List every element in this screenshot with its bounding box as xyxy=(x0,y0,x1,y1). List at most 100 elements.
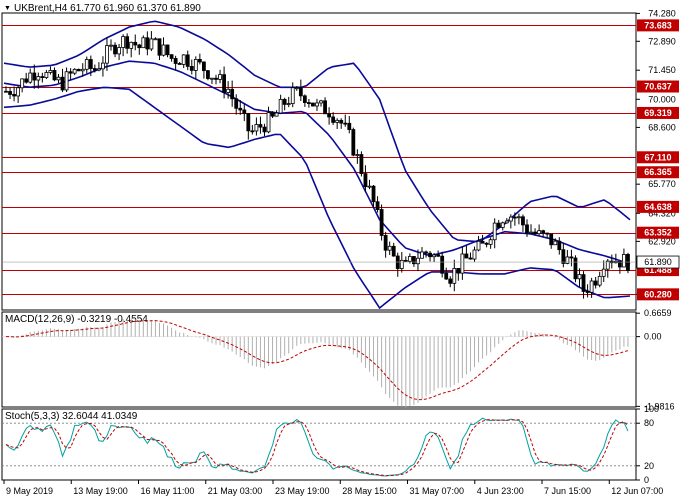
candle-body xyxy=(222,74,226,93)
level-badge-label: 60.280 xyxy=(644,289,672,299)
candle-body xyxy=(153,38,158,41)
candle-body xyxy=(561,249,566,264)
candle-body xyxy=(298,87,303,97)
candle-body xyxy=(626,254,630,271)
candle-body xyxy=(428,252,432,258)
candle-body xyxy=(573,257,578,280)
candle-body xyxy=(480,240,485,244)
level-badge xyxy=(637,151,679,164)
candle-body xyxy=(242,109,247,115)
candle-body xyxy=(181,54,186,65)
level-badge-label: 64.638 xyxy=(644,202,672,212)
candle-body xyxy=(508,216,513,222)
candle-body xyxy=(40,76,45,78)
time-tick-label: 7 Jun 15:00 xyxy=(544,486,591,496)
candle-body xyxy=(601,268,606,277)
candle-body xyxy=(557,240,562,251)
stoch-label: Stoch(5,3,3) 32.6044 41.0349 xyxy=(5,411,138,422)
candle-body xyxy=(371,185,376,203)
candle-body xyxy=(545,232,550,235)
candle-body xyxy=(214,77,218,80)
support-resistance-levels xyxy=(2,25,636,295)
level-badge xyxy=(637,80,679,93)
candle-body xyxy=(399,259,404,269)
price-tick-label: 65.770 xyxy=(648,179,676,189)
candle-body xyxy=(197,59,202,63)
price-tick-label: 70.000 xyxy=(648,94,676,104)
candle-body xyxy=(504,220,509,224)
candle-body xyxy=(16,87,21,97)
candle-body xyxy=(76,68,81,72)
candle-body xyxy=(28,72,33,83)
candle-body xyxy=(266,112,271,133)
candle-body xyxy=(407,256,412,262)
candle-body xyxy=(311,102,315,107)
bollinger-upper-line xyxy=(3,20,631,243)
stoch-panel-frame xyxy=(1,408,637,481)
candle-body xyxy=(105,45,109,64)
price-tick-label: 62.920 xyxy=(648,236,676,246)
candle-body xyxy=(189,65,194,71)
candle-body xyxy=(290,87,295,104)
candle-body xyxy=(286,103,291,105)
candle-body xyxy=(452,268,457,284)
candle-body xyxy=(218,74,222,80)
candle-body xyxy=(32,72,37,81)
candle-body xyxy=(68,71,73,74)
candle-body xyxy=(440,255,445,274)
candle-body xyxy=(36,76,41,81)
candle-body xyxy=(12,94,16,97)
candle-body xyxy=(133,41,138,46)
candle-body xyxy=(331,116,336,123)
candle-body xyxy=(391,245,396,257)
candle-body xyxy=(315,102,319,107)
candle-body xyxy=(464,253,469,259)
candle-body xyxy=(553,240,558,246)
macd-panel-frame xyxy=(1,311,637,408)
candle-body xyxy=(589,280,594,293)
time-axis: 9 May 2019 13 May 19:00 16 May 11:00 21 May… xyxy=(3,480,663,496)
candle-body xyxy=(193,59,198,71)
candle-body xyxy=(4,90,8,93)
candle-body xyxy=(537,230,542,235)
price-tick-label: 64.320 xyxy=(648,208,676,218)
candle-body xyxy=(577,274,582,280)
level-badge xyxy=(637,200,679,213)
dropdown-arrow-icon[interactable]: ▼ xyxy=(4,5,11,12)
candle-body xyxy=(533,231,537,235)
candle-body xyxy=(412,256,416,265)
candle-body xyxy=(460,253,465,274)
candle-body xyxy=(379,209,384,236)
macd-tick-label: 0.00 xyxy=(644,332,662,342)
candle-body xyxy=(622,254,626,268)
bollinger-lower-line xyxy=(3,86,631,310)
candle-body xyxy=(363,173,368,188)
time-tick-label: 4 Jun 23:00 xyxy=(477,486,524,496)
candle-body xyxy=(420,251,424,259)
price-tick-label: 74.280 xyxy=(648,8,676,18)
candle-body xyxy=(327,113,331,118)
candle-body xyxy=(80,68,85,72)
candle-body xyxy=(323,100,327,115)
candle-body xyxy=(565,256,570,264)
candle-body xyxy=(64,71,69,91)
macd-label: MACD(12,26,9) -0.3219 -0.4554 xyxy=(5,314,148,325)
candle-body xyxy=(278,98,283,114)
level-badge xyxy=(637,226,679,239)
candle-body xyxy=(375,201,380,210)
price-axis: 74.280 72.890 71.450 70.000 68.600 65.770 64.3… xyxy=(2,8,680,485)
level-badge-label: 70.637 xyxy=(644,82,672,92)
level-badge-label: 69.319 xyxy=(644,108,672,118)
level-badge xyxy=(637,288,679,301)
candle-body xyxy=(230,88,235,100)
candle-body xyxy=(302,95,307,103)
candle-body xyxy=(149,38,154,50)
candle-body xyxy=(44,72,49,78)
symbol-header: UKBrent,H4 61.770 61.960 61.370 61.890 xyxy=(14,3,201,14)
candle-body xyxy=(101,62,105,70)
candle-body xyxy=(96,68,101,71)
time-tick-label: 13 May 19:00 xyxy=(73,486,128,496)
current-price-badge xyxy=(636,255,680,269)
candle-body xyxy=(593,280,598,286)
